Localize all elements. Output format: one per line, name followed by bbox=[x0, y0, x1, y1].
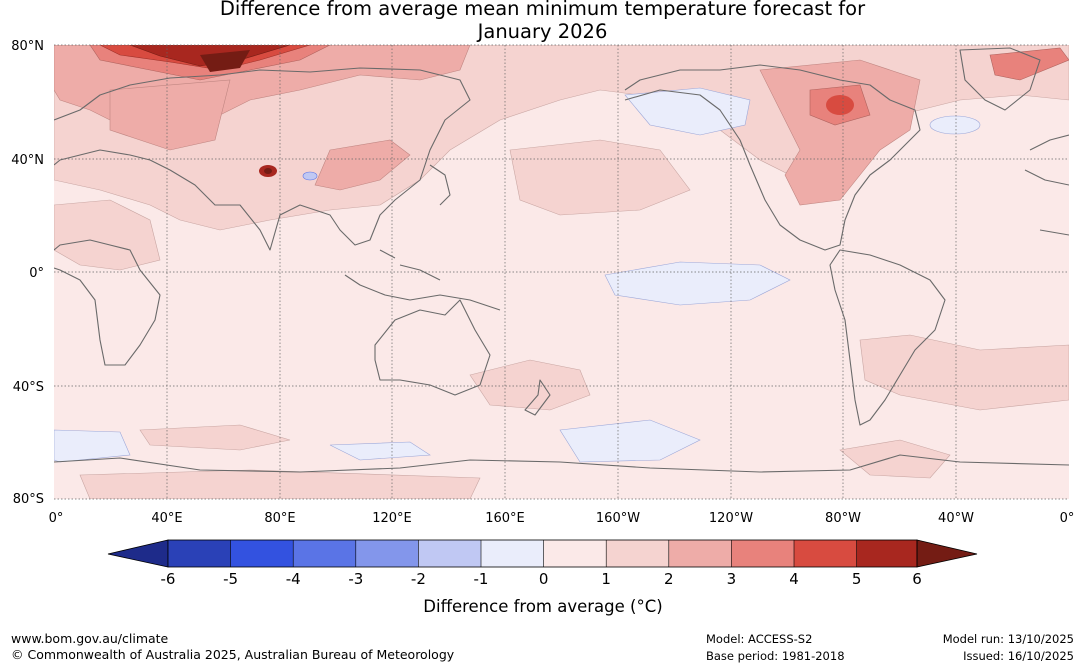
coastlines bbox=[54, 47, 1069, 473]
anomaly-region-south-pacific bbox=[469, 359, 591, 411]
colorbar-segment bbox=[731, 540, 794, 567]
coastline-australia bbox=[374, 299, 491, 396]
colorbar-segment bbox=[293, 540, 356, 567]
coastline-new-zealand bbox=[524, 379, 551, 416]
anomaly-region-alaska-cool bbox=[624, 87, 751, 136]
colorbar-segment bbox=[355, 540, 419, 567]
coastline-maritime-asia bbox=[344, 249, 501, 311]
colorbar-tick: -6 bbox=[161, 570, 176, 588]
colorbar-dividers bbox=[230, 540, 857, 567]
footer-model: Model: ACCESS-S2 bbox=[706, 632, 813, 646]
lon-label-160w: 160°W bbox=[596, 511, 640, 526]
colorbar-tick: -5 bbox=[223, 570, 238, 588]
colorbar-extend-low bbox=[107, 539, 169, 568]
colorbar-tick: 0 bbox=[539, 570, 549, 588]
map-title: Difference from average mean minimum tem… bbox=[0, 0, 1085, 43]
coastline-antarctica bbox=[54, 454, 1069, 473]
colorbar-segment bbox=[481, 540, 544, 567]
colorbar: -6 -5 -4 -3 -2 -1 0 1 2 3 4 5 6 Differen… bbox=[107, 539, 978, 616]
anomaly-region-tibet-cool bbox=[302, 171, 318, 181]
anomaly-region-pacific-cool bbox=[604, 261, 791, 306]
lat-label-0: 0° bbox=[29, 266, 44, 281]
footer-left: www.bom.gov.au/climate © Commonwealth of… bbox=[11, 631, 454, 663]
forecast-map-figure: 80°N 40°N 0° 40°S 80°S 0° 40°E 80°E 120°… bbox=[11, 39, 1075, 616]
gridlines bbox=[54, 44, 1069, 500]
footer-website: www.bom.gov.au/climate bbox=[11, 631, 169, 646]
colorbar-segment bbox=[543, 540, 607, 567]
lat-label-80n: 80°N bbox=[11, 39, 44, 54]
lon-label-120e: 120°E bbox=[372, 511, 412, 526]
lon-label-160e: 160°E bbox=[485, 511, 525, 526]
footer-model-info: Model: ACCESS-S2 Base period: 1981-2018 bbox=[706, 631, 845, 665]
anomaly-region-hudson-core bbox=[826, 95, 854, 115]
colorbar-segment bbox=[418, 540, 481, 567]
colorbar-segment bbox=[794, 540, 857, 567]
colorbar-tick: 5 bbox=[852, 570, 862, 588]
coastline-eurasia bbox=[54, 67, 471, 251]
colorbar-frame bbox=[167, 539, 918, 568]
colorbar-tick: -4 bbox=[286, 570, 301, 588]
anomaly-region-southern-cool-1 bbox=[54, 429, 131, 463]
coastline-africa bbox=[54, 239, 161, 366]
coastline-europe bbox=[1024, 134, 1069, 236]
colorbar-tick: 3 bbox=[727, 570, 737, 588]
lat-label-80s: 80°S bbox=[13, 492, 44, 507]
colorbar-segment bbox=[606, 540, 669, 567]
anomaly-region-himalaya-peak bbox=[264, 168, 272, 174]
coastline-japan bbox=[429, 164, 451, 206]
colorbar-label: Difference from average (°C) bbox=[423, 597, 662, 616]
colorbar-tick: 4 bbox=[789, 570, 799, 588]
footer-base-period: Base period: 1981-2018 bbox=[706, 649, 845, 663]
colorbar-segment bbox=[668, 540, 732, 567]
footer-model-run: Model run: 13/10/2025 bbox=[942, 632, 1074, 646]
latitude-labels: 80°N 40°N 0° 40°S 80°S bbox=[11, 39, 44, 507]
colorbar-segment bbox=[230, 540, 294, 567]
lon-label-0-left: 0° bbox=[49, 511, 64, 526]
anomaly-fields bbox=[54, 45, 1069, 499]
coastline-south-america bbox=[829, 249, 946, 426]
footer-issued: Issued: 16/10/2025 bbox=[963, 649, 1074, 663]
lon-label-80e: 80°E bbox=[264, 511, 295, 526]
lat-label-40s: 40°S bbox=[13, 380, 44, 395]
anomaly-region-kara-peak bbox=[200, 50, 250, 72]
lon-label-40w: 40°W bbox=[938, 511, 974, 526]
title-line-2: January 2026 bbox=[477, 20, 608, 43]
footer-dates: Model run: 13/10/2025 Issued: 16/10/2025 bbox=[943, 631, 1074, 665]
anomaly-region-southern-cool-3 bbox=[329, 441, 431, 461]
anomaly-region-north-america bbox=[759, 59, 921, 206]
coastline-north-america bbox=[624, 64, 921, 251]
lat-label-40n: 40°N bbox=[11, 153, 44, 168]
title-line-1: Difference from average mean minimum tem… bbox=[219, 0, 866, 20]
anomaly-region-tibet bbox=[314, 139, 411, 191]
colorbar-tick: -3 bbox=[348, 570, 363, 588]
anomaly-region-indian-south bbox=[139, 424, 291, 451]
colorbar-tick: -2 bbox=[411, 570, 426, 588]
coastline-greenland bbox=[959, 47, 1041, 111]
anomaly-region-west-siberia bbox=[109, 79, 231, 151]
colorbar-ticks: -6 -5 -4 -3 -2 -1 0 1 2 3 4 5 6 bbox=[161, 570, 922, 588]
longitude-labels: 0° 40°E 80°E 120°E 160°E 160°W 120°W 80°… bbox=[49, 511, 1075, 526]
footer-copyright: © Commonwealth of Australia 2025, Austra… bbox=[11, 647, 455, 662]
lon-label-40e: 40°E bbox=[151, 511, 182, 526]
colorbar-extend-high bbox=[916, 539, 978, 568]
lon-label-80w: 80°W bbox=[825, 511, 861, 526]
colorbar-segment bbox=[856, 540, 920, 567]
colorbar-tick: 1 bbox=[601, 570, 611, 588]
anomaly-region-southern-cool-2 bbox=[559, 419, 701, 463]
colorbar-segment bbox=[168, 540, 231, 567]
colorbar-tick: 6 bbox=[912, 570, 922, 588]
lon-label-120w: 120°W bbox=[709, 511, 753, 526]
colorbar-tick: 2 bbox=[664, 570, 674, 588]
colorbar-tick: -1 bbox=[474, 570, 489, 588]
anomaly-region-africa bbox=[54, 199, 161, 271]
anomaly-region-atlantic-cool bbox=[929, 115, 981, 135]
lon-label-0-right: 0° bbox=[1060, 511, 1075, 526]
anomaly-region-atlantic-south bbox=[839, 439, 951, 479]
anomaly-region-greenland bbox=[989, 47, 1069, 81]
